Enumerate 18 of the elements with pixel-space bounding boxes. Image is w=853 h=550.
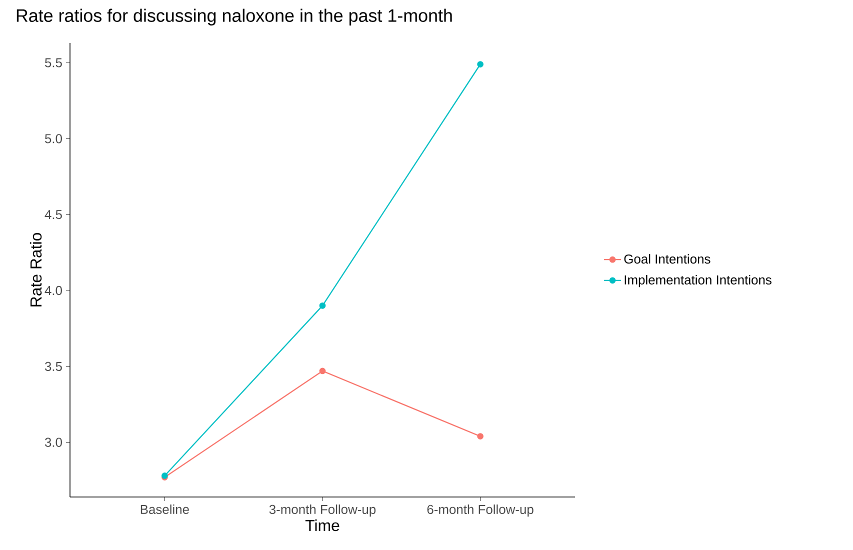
legend-label: Implementation Intentions [624,274,772,288]
y-tick-label: 4.0 [44,286,62,296]
point [319,368,326,374]
legend-label: Goal Intentions [624,254,710,264]
y-tick-label: 5.5 [44,58,62,68]
y-tick-label: 3.0 [44,438,62,447]
chart-title: Rate ratios for discussing naloxone in the past 1-month [16,8,452,26]
y-axis-title: Rate Ratio [30,233,42,306]
y-tick-label: 4.5 [44,210,62,220]
point [477,61,484,68]
point [319,302,326,309]
y-tick-label: 3.5 [44,362,62,371]
point [477,433,484,440]
x-axis-title: Time [305,519,340,532]
x-tick-label: 6-month Follow-up [427,504,534,517]
x-tick-label: 3-month Follow-up [269,504,376,517]
y-tick-label: 5.0 [44,134,62,144]
x-tick-label: Baseline [140,504,189,514]
